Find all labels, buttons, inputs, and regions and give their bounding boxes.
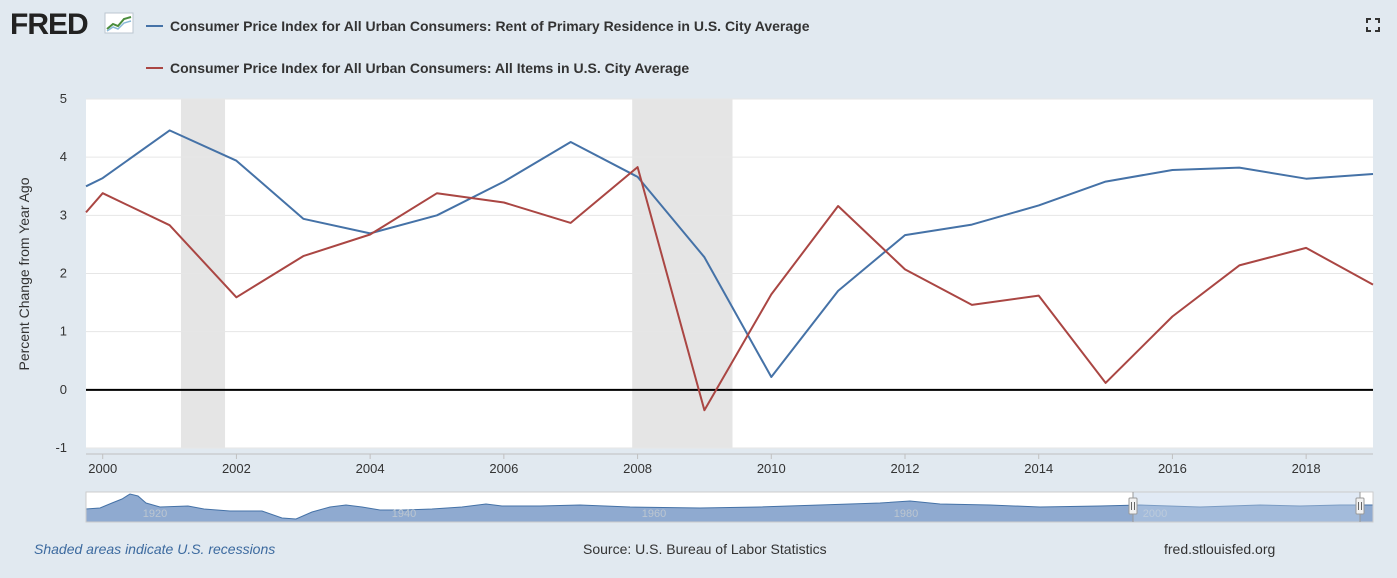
navigator-label: 1960 xyxy=(642,508,666,520)
fullscreen-icon[interactable] xyxy=(1366,18,1380,32)
navigator-handle-right[interactable] xyxy=(1355,497,1365,515)
y-tick-label: 5 xyxy=(60,91,67,106)
navigator-label: 1980 xyxy=(894,508,918,520)
series-line-all-items[interactable] xyxy=(85,166,1374,412)
navigator-label: 2000 xyxy=(1143,508,1167,520)
x-tick-label: 2004 xyxy=(356,461,385,476)
legend-label[interactable]: Consumer Price Index for All Urban Consu… xyxy=(170,18,810,34)
x-tick-label: 2014 xyxy=(1024,461,1053,476)
y-axis-title: Percent Change from Year Ago xyxy=(16,177,32,370)
x-tick-label: 2002 xyxy=(222,461,251,476)
y-tick-label: 1 xyxy=(60,324,67,339)
navigator-handle-left[interactable] xyxy=(1128,497,1138,515)
x-tick-label: 2010 xyxy=(757,461,786,476)
y-tick-label: 4 xyxy=(60,149,67,164)
series-line-rent[interactable] xyxy=(85,129,1374,378)
x-tick-label: 2006 xyxy=(489,461,518,476)
site-link[interactable]: fred.stlouisfed.org xyxy=(1164,541,1276,557)
navigator-label: 1920 xyxy=(143,508,167,520)
x-tick-label: 2018 xyxy=(1292,461,1321,476)
fred-logo: FRED xyxy=(10,8,89,41)
x-tick-label: 2016 xyxy=(1158,461,1187,476)
legend-label[interactable]: Consumer Price Index for All Urban Consu… xyxy=(170,60,689,76)
recession-note: Shaded areas indicate U.S. recessions xyxy=(34,541,276,557)
x-tick-label: 2012 xyxy=(891,461,920,476)
source-text: Source: U.S. Bureau of Labor Statistics xyxy=(583,541,827,557)
x-tick-label: 2008 xyxy=(623,461,652,476)
fred-graph-icon xyxy=(104,12,134,34)
navigator-series xyxy=(85,493,1374,523)
y-tick-label: 3 xyxy=(60,207,67,222)
navigator-label: 1940 xyxy=(392,508,416,520)
navigator-border xyxy=(85,491,1374,523)
navigator-selection[interactable] xyxy=(1133,492,1360,522)
x-tick-label: 2000 xyxy=(88,461,117,476)
y-tick-label: 2 xyxy=(60,266,67,281)
y-tick-label: -1 xyxy=(55,440,67,455)
y-tick-label: 0 xyxy=(60,382,67,397)
